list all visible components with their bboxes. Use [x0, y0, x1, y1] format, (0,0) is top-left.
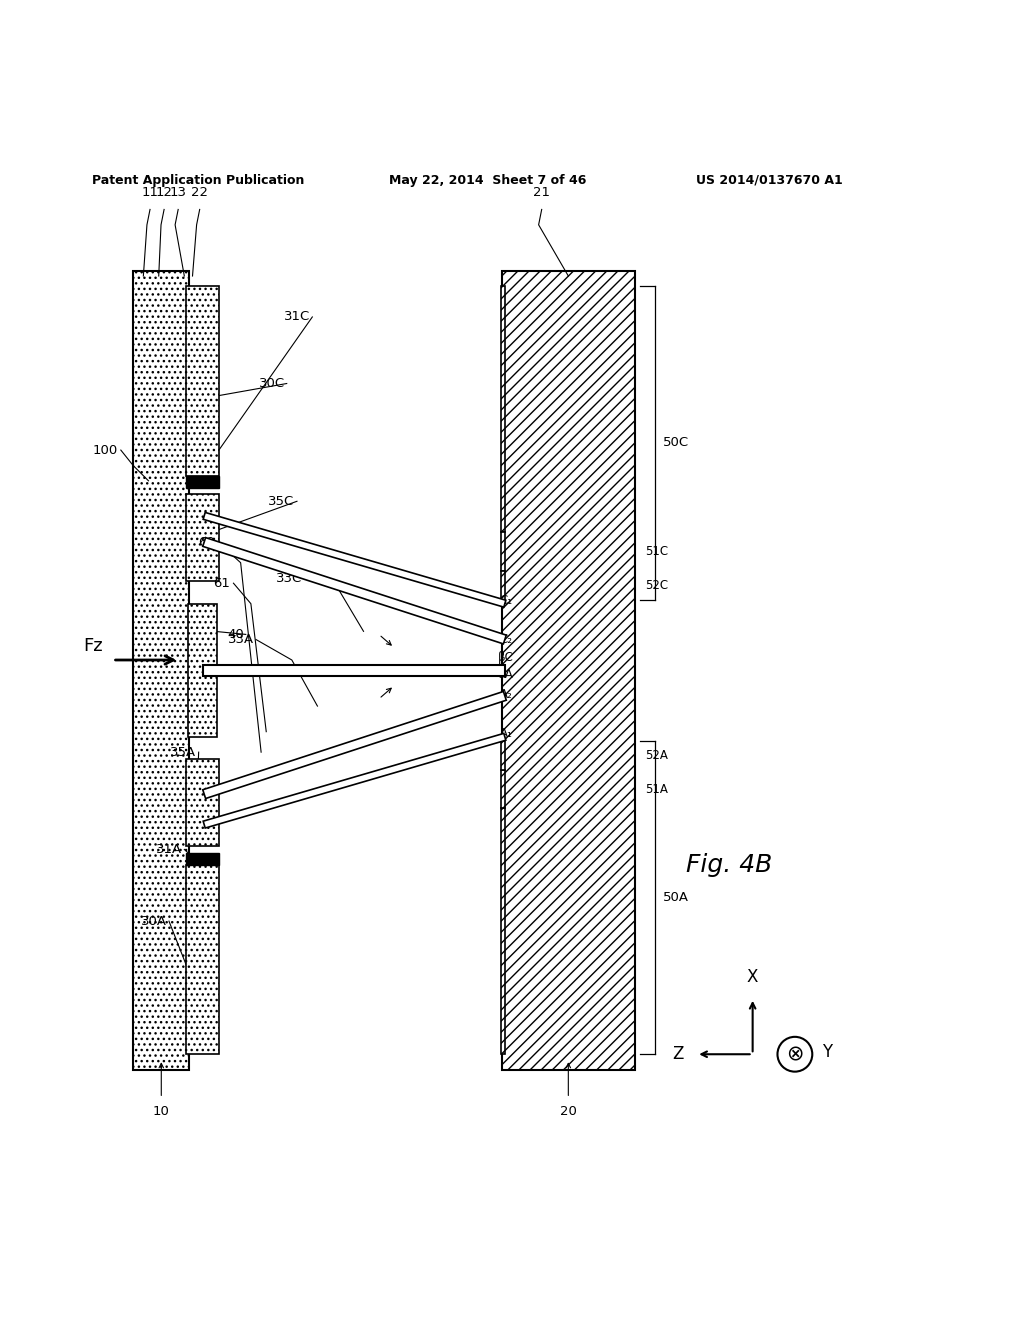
Text: Fig. 4B: Fig. 4B — [686, 853, 772, 876]
Text: 11: 11 — [141, 186, 159, 199]
FancyBboxPatch shape — [501, 770, 505, 808]
Text: 52C: 52C — [645, 578, 669, 591]
Polygon shape — [203, 734, 506, 828]
Text: 31C: 31C — [284, 310, 310, 323]
Text: αA: αA — [498, 668, 513, 681]
Text: A₂: A₂ — [500, 688, 512, 701]
Text: C₂: C₂ — [500, 634, 513, 645]
Text: 50A: 50A — [663, 891, 688, 904]
FancyBboxPatch shape — [186, 865, 219, 1055]
Text: Fz: Fz — [83, 636, 102, 655]
Text: X: X — [746, 968, 759, 986]
Text: βC: βC — [498, 652, 514, 664]
FancyBboxPatch shape — [501, 286, 505, 532]
FancyBboxPatch shape — [186, 494, 219, 581]
Text: Patent Application Publication: Patent Application Publication — [92, 174, 304, 186]
FancyBboxPatch shape — [501, 741, 505, 770]
Polygon shape — [203, 692, 506, 799]
Text: 21: 21 — [534, 186, 550, 199]
FancyBboxPatch shape — [501, 532, 505, 572]
Text: 35A: 35A — [170, 746, 197, 759]
Text: 30C: 30C — [258, 378, 285, 389]
Text: 51A: 51A — [645, 783, 668, 796]
Text: 22: 22 — [191, 186, 208, 199]
Bar — [186, 853, 219, 865]
Polygon shape — [203, 664, 505, 676]
Text: A₁: A₁ — [500, 727, 513, 741]
Polygon shape — [203, 512, 506, 607]
Text: 35C: 35C — [267, 495, 294, 508]
Text: 100: 100 — [92, 444, 118, 457]
Polygon shape — [203, 537, 506, 644]
Text: 60: 60 — [199, 536, 215, 549]
FancyBboxPatch shape — [502, 271, 635, 1069]
Text: 50C: 50C — [663, 437, 689, 449]
Text: C₁: C₁ — [500, 594, 513, 607]
Text: 30A: 30A — [141, 915, 167, 928]
FancyBboxPatch shape — [186, 286, 219, 475]
Text: 13: 13 — [170, 186, 186, 199]
Text: 61: 61 — [214, 577, 230, 590]
Text: 33A: 33A — [227, 634, 254, 645]
Text: Y: Y — [822, 1043, 833, 1061]
Text: 33C: 33C — [275, 572, 302, 585]
Text: May 22, 2014  Sheet 7 of 46: May 22, 2014 Sheet 7 of 46 — [389, 174, 587, 186]
FancyBboxPatch shape — [501, 572, 505, 599]
Text: US 2014/0137670 A1: US 2014/0137670 A1 — [696, 174, 843, 186]
Text: 31A: 31A — [156, 843, 182, 855]
FancyBboxPatch shape — [133, 271, 189, 1069]
Text: ⊗: ⊗ — [786, 1044, 804, 1064]
FancyBboxPatch shape — [188, 603, 217, 737]
Text: 20: 20 — [560, 1105, 577, 1118]
Text: 10: 10 — [153, 1105, 170, 1118]
FancyBboxPatch shape — [186, 759, 219, 846]
Bar — [186, 475, 219, 488]
Text: Z: Z — [673, 1045, 684, 1063]
Text: 52A: 52A — [645, 748, 668, 762]
Text: 12: 12 — [156, 186, 173, 199]
Text: 40: 40 — [227, 628, 244, 642]
FancyBboxPatch shape — [501, 808, 505, 1055]
Text: 51C: 51C — [645, 545, 669, 558]
